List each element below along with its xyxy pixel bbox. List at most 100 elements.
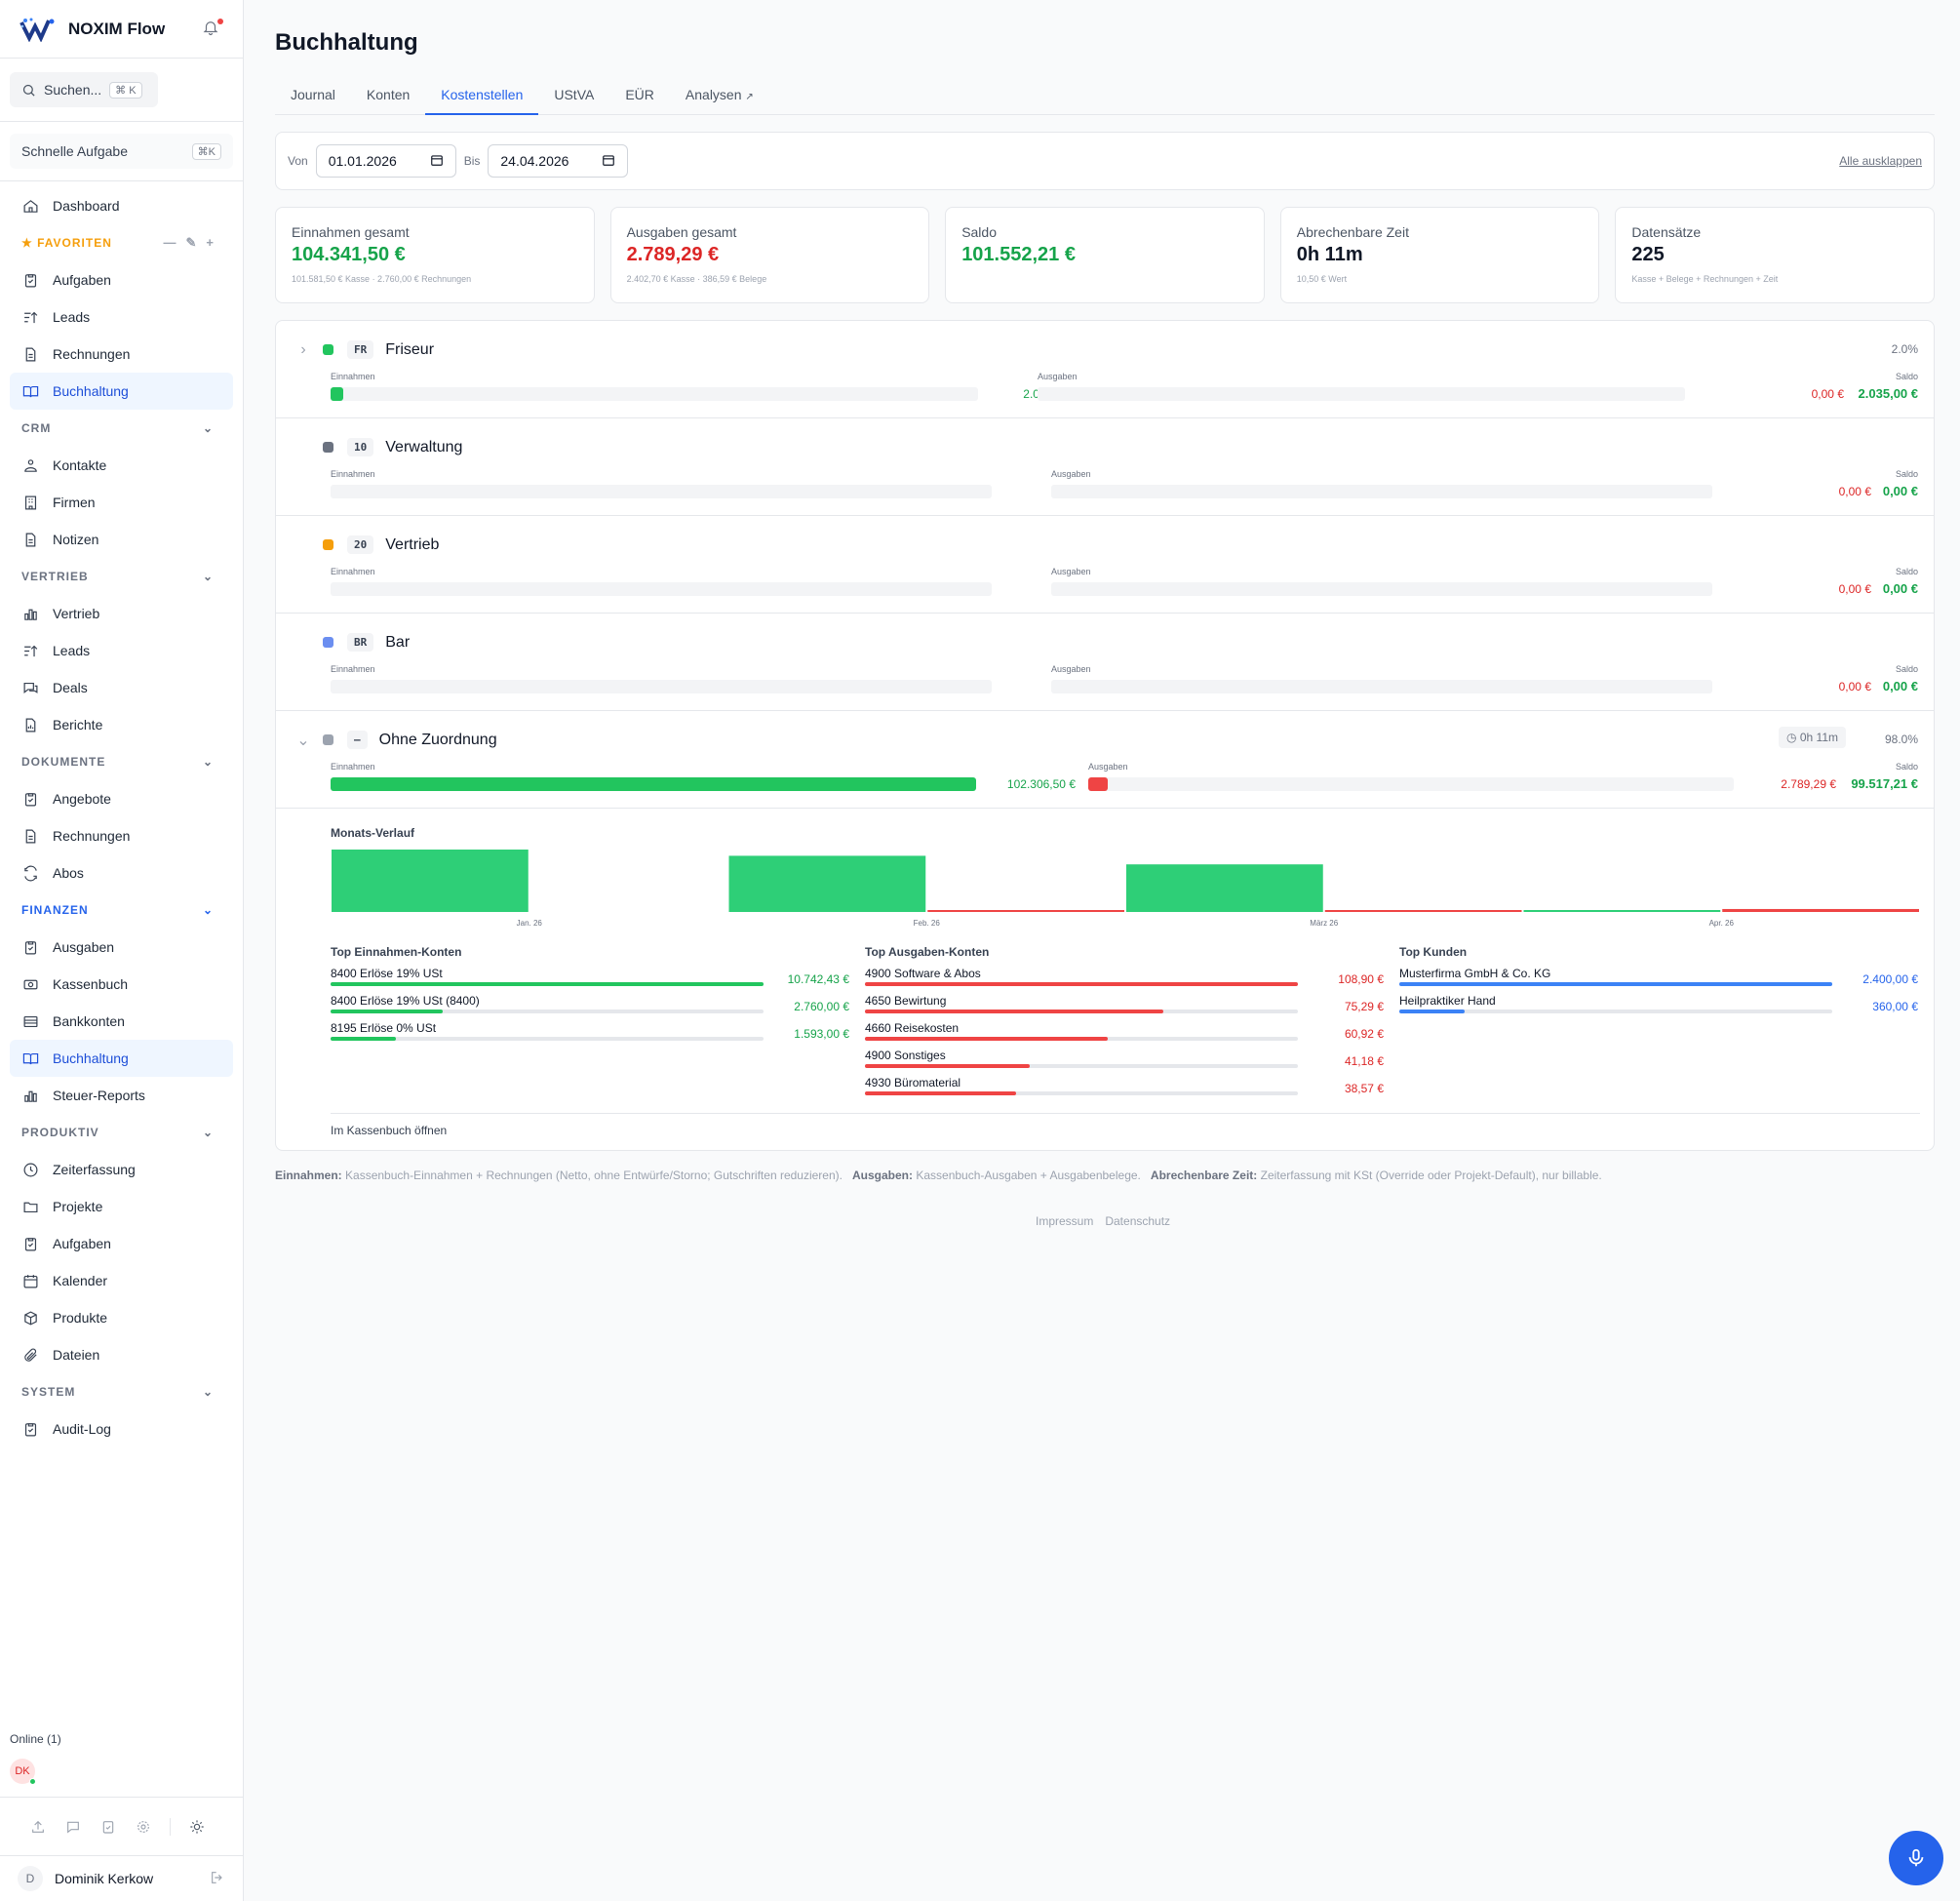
- logout-icon[interactable]: [210, 1870, 225, 1888]
- calendar-icon: [430, 153, 444, 170]
- sidebar-item-angebote[interactable]: Angebote: [10, 780, 233, 817]
- bell-icon[interactable]: [202, 18, 223, 40]
- produktiv-section[interactable]: PRODUKTIV ⌄: [0, 1114, 243, 1151]
- vertrieb-section[interactable]: VERTRIEB ⌄: [0, 558, 243, 595]
- sidebar-item-berichte[interactable]: Berichte: [10, 706, 233, 743]
- cost-center-row[interactable]: › 10 Verwaltung Einnahmen 0,00 € Ausgabe…: [276, 418, 1934, 516]
- sidebar-item-label: Kontakte: [53, 457, 107, 473]
- note-ausgaben-label: Ausgaben:: [852, 1168, 914, 1182]
- tab-kostenstellen[interactable]: Kostenstellen: [425, 78, 539, 115]
- sidebar-item-steuer-reports[interactable]: Steuer-Reports: [10, 1077, 233, 1114]
- von-date-input[interactable]: 01.01.2026: [315, 144, 456, 178]
- tab-journal[interactable]: Journal: [291, 87, 335, 102]
- sidebar-item-projekte[interactable]: Projekte: [10, 1188, 233, 1225]
- sidebar-item-bankkonten[interactable]: Bankkonten: [10, 1003, 233, 1040]
- top-list-row: 8195 Erlöse 0% USt 1.593,00 €: [331, 1021, 849, 1049]
- cost-center-head: › 20 Vertrieb: [295, 535, 439, 554]
- chevron-down-icon: ⌄: [202, 421, 214, 435]
- external-link-icon: ↗: [745, 92, 754, 102]
- sidebar-item-ausgaben[interactable]: Ausgaben: [10, 929, 233, 966]
- sidebar-item-buchhaltung-fav[interactable]: Buchhaltung: [10, 373, 233, 410]
- cost-center-row[interactable]: ⌄ – Ohne Zuordnung ◷ 0h 11m 98.0% Einnah…: [276, 711, 1934, 809]
- top-item-value: 2.400,00 €: [1862, 972, 1918, 986]
- cost-center-row[interactable]: › FR Friseur 2.0% Einnahmen 2.035,00 € A…: [276, 321, 1934, 418]
- expand-all-link[interactable]: Alle ausklappen: [1839, 154, 1922, 168]
- clipboard-icon[interactable]: [99, 1818, 117, 1836]
- chevron-right-icon[interactable]: ›: [300, 340, 306, 358]
- chevron-down-icon[interactable]: ⌄: [296, 732, 310, 749]
- sidebar-item-kalender[interactable]: Kalender: [10, 1262, 233, 1299]
- expense-bar: [1051, 680, 1712, 693]
- sidebar-item-label: Kalender: [53, 1273, 108, 1288]
- sidebar-item-deals[interactable]: Deals: [10, 669, 233, 706]
- top-item-bar: [865, 1064, 1298, 1068]
- gear-icon[interactable]: [135, 1818, 152, 1836]
- note-ausgaben-text: Kassenbuch-Ausgaben + Ausgabenbelege.: [916, 1168, 1141, 1182]
- sidebar-item-dashboard[interactable]: Dashboard: [10, 187, 233, 224]
- sidebar-item-produkte[interactable]: Produkte: [10, 1299, 233, 1336]
- top-item-bar: [1399, 982, 1832, 986]
- sidebar-item-abos[interactable]: Abos: [10, 854, 233, 891]
- search-icon: [22, 84, 35, 97]
- top-item-bar: [865, 1091, 1298, 1095]
- tab-ustva[interactable]: UStVA: [554, 87, 595, 102]
- sidebar-item-audit-log[interactable]: Audit-Log: [10, 1410, 233, 1447]
- system-section[interactable]: SYSTEM ⌄: [0, 1373, 243, 1410]
- sidebar-item-aufgaben[interactable]: Aufgaben: [10, 261, 233, 298]
- sidebar-item-label: Berichte: [53, 717, 103, 733]
- cost-center-code: FR: [347, 340, 374, 359]
- cost-center-row[interactable]: › 20 Vertrieb Einnahmen 0,00 € Ausgaben …: [276, 516, 1934, 614]
- bis-date-input[interactable]: 24.04.2026: [488, 144, 629, 178]
- top-item-value: 60,92 €: [1344, 1027, 1384, 1041]
- noxim-logo-icon[interactable]: [20, 17, 57, 42]
- note-icon: [21, 531, 39, 548]
- sidebar-item-kassenbuch[interactable]: Kassenbuch: [10, 966, 233, 1003]
- tab-analysen[interactable]: Analysen ↗: [670, 78, 769, 115]
- impressum-link[interactable]: Impressum: [1036, 1214, 1094, 1228]
- finanzen-section[interactable]: FINANZEN ⌄: [0, 891, 243, 929]
- microphone-button[interactable]: [1889, 1831, 1943, 1885]
- sidebar-item-zeiterfassung[interactable]: Zeiterfassung: [10, 1151, 233, 1188]
- crm-section[interactable]: CRM ⌄: [0, 410, 243, 447]
- sidebar-item-notizen[interactable]: Notizen: [10, 521, 233, 558]
- clipboard-check-icon: [21, 271, 39, 289]
- edit-icon[interactable]: ✎: [185, 235, 197, 250]
- cost-center-code: –: [347, 731, 368, 749]
- sidebar-item-buchhaltung[interactable]: Buchhaltung: [10, 1040, 233, 1077]
- sun-icon[interactable]: [188, 1818, 206, 1836]
- cost-center-color: [323, 344, 333, 355]
- sidebar-item-label: Rechnungen: [53, 828, 131, 844]
- dokumente-section[interactable]: DOKUMENTE ⌄: [0, 743, 243, 780]
- sidebar-item-leads-2[interactable]: Leads: [10, 632, 233, 669]
- sidebar-item-firmen[interactable]: Firmen: [10, 484, 233, 521]
- open-kassenbuch-link[interactable]: Im Kassenbuch öffnen: [331, 1113, 1920, 1137]
- monthly-title: Monats-Verlauf: [331, 826, 415, 840]
- chat-bubbles-icon: [21, 679, 39, 696]
- favorites-section: ★ FAVORITEN — ✎ +: [0, 224, 243, 261]
- sidebar-item-vertrieb[interactable]: Vertrieb: [10, 595, 233, 632]
- top-item-value: 38,57 €: [1344, 1082, 1384, 1095]
- sidebar-item-aufgaben-2[interactable]: Aufgaben: [10, 1225, 233, 1262]
- upload-icon[interactable]: [29, 1818, 47, 1836]
- sidebar-item-rechnungen[interactable]: Rechnungen: [10, 336, 233, 373]
- sidebar-item-dateien[interactable]: Dateien: [10, 1336, 233, 1373]
- tab-eur[interactable]: EÜR: [625, 87, 654, 102]
- income-bar-mark: [332, 850, 529, 912]
- user-profile[interactable]: D Dominik Kerkow: [0, 1855, 243, 1901]
- sidebar-item-kontakte[interactable]: Kontakte: [10, 447, 233, 484]
- sidebar-item-leads[interactable]: Leads: [10, 298, 233, 336]
- tab-konten[interactable]: Konten: [366, 87, 411, 102]
- datenschutz-link[interactable]: Datenschutz: [1105, 1214, 1171, 1228]
- add-icon[interactable]: +: [206, 235, 214, 250]
- online-user-initials: DK: [15, 1765, 30, 1777]
- collapse-icon[interactable]: —: [163, 235, 176, 250]
- online-user-avatar[interactable]: DK: [10, 1759, 36, 1785]
- chat-icon[interactable]: [64, 1818, 82, 1836]
- top-item-bar: [865, 1010, 1298, 1013]
- cost-center-row[interactable]: › BR Bar Einnahmen 0,00 € Ausgaben 0,00 …: [276, 614, 1934, 711]
- search-button[interactable]: Suchen... ⌘ K: [10, 72, 158, 107]
- sidebar-item-rechnungen-2[interactable]: Rechnungen: [10, 817, 233, 854]
- quick-task-button[interactable]: Schnelle Aufgabe ⌘K: [10, 134, 233, 169]
- refresh-icon: [21, 864, 39, 882]
- month-tick-label: Feb. 26: [914, 919, 941, 928]
